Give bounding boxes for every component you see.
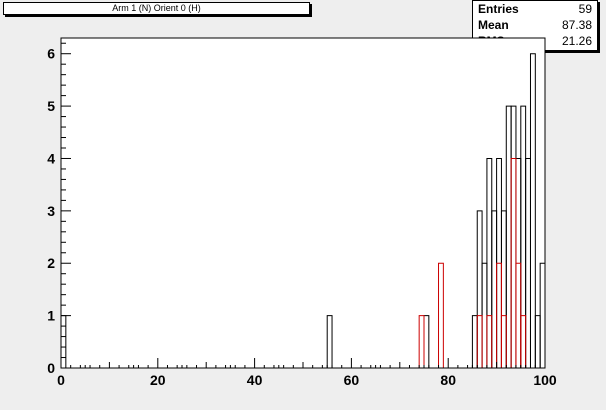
y-tick-label: 3 <box>47 203 55 219</box>
stats-entries-row: Entries 59 <box>478 1 592 17</box>
x-tick-label: 20 <box>150 372 166 388</box>
series-0-bin-15 <box>529 53 536 368</box>
entries-value: 59 <box>578 2 592 16</box>
histogram-title: Arm 1 (N) Orient 0 (H) <box>3 2 310 15</box>
mean-label: Mean <box>478 18 509 32</box>
x-tick-label: 60 <box>344 372 360 388</box>
axes: 0 20 40 60 80 100 0 1 2 3 4 5 6 <box>47 42 557 388</box>
y-tick-label: 1 <box>47 308 55 324</box>
x-tick-label: 80 <box>440 372 456 388</box>
series-1-bin-0 <box>418 315 425 368</box>
x-tick-label: 100 <box>533 372 557 388</box>
x-tick-label: 0 <box>57 372 65 388</box>
series-1-bin-4 <box>486 315 493 368</box>
y-tick-label: 6 <box>47 46 55 62</box>
series-1-bin-7 <box>500 315 507 368</box>
y-tick-label: 0 <box>47 360 55 376</box>
y-tick-label: 5 <box>47 98 55 114</box>
mean-value: 87.38 <box>561 18 592 32</box>
series-1-bin-10 <box>520 315 527 368</box>
entries-label: Entries <box>478 2 519 16</box>
series-1-bin-2 <box>476 315 483 368</box>
rms-value: 21.26 <box>561 34 592 48</box>
y-tick-label: 4 <box>47 150 55 166</box>
histogram-bins <box>60 53 546 368</box>
series-0-bin-1 <box>326 315 333 368</box>
plot-frame <box>61 38 545 368</box>
series-1-bin-1 <box>438 262 444 368</box>
stats-mean-row: Mean 87.38 <box>478 17 592 33</box>
x-tick-label: 40 <box>247 372 263 388</box>
y-tick-label: 2 <box>47 255 55 271</box>
